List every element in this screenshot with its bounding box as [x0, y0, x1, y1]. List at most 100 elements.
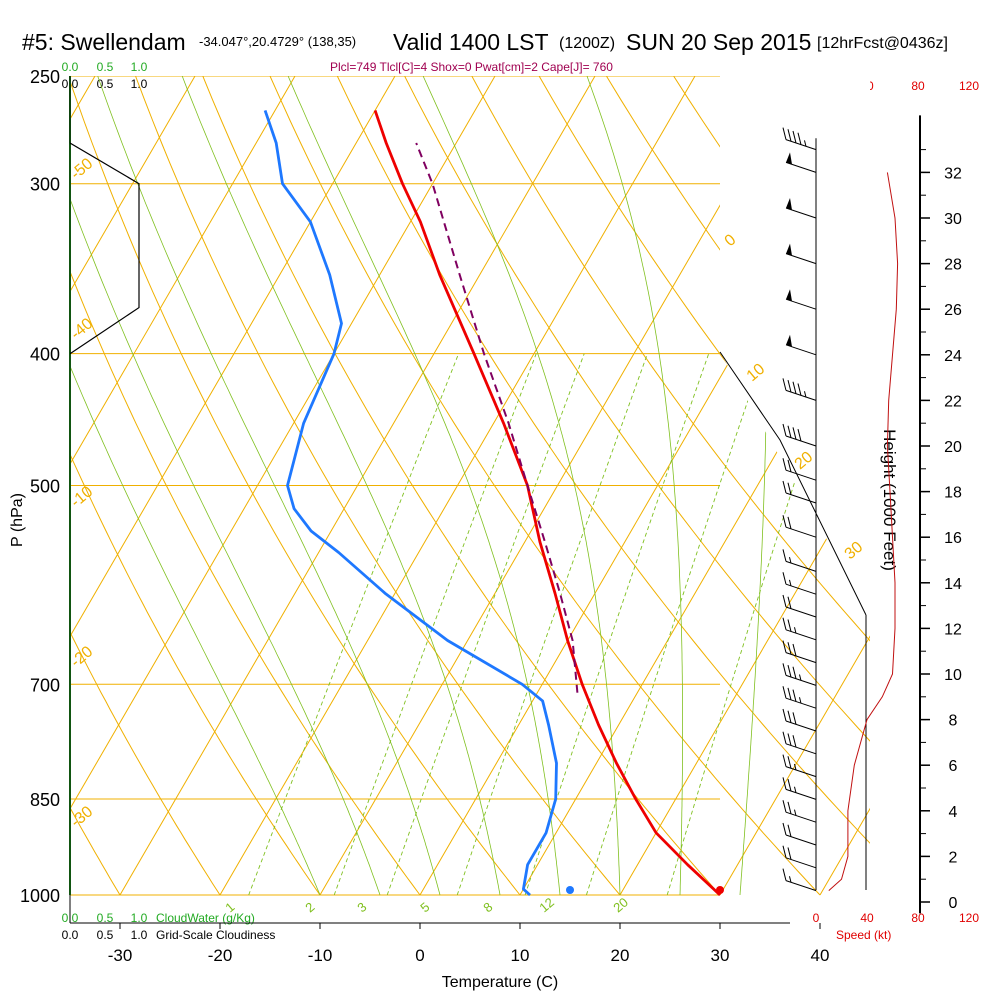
pressure-tick-label: 500 [30, 477, 60, 497]
wind-barb-feather [782, 423, 787, 437]
cloudiness-tick: 0.5 [97, 928, 114, 942]
wind-barb-feather [787, 516, 792, 530]
wind-barb-half-feather [794, 809, 797, 816]
wind-barb-feather [782, 549, 787, 562]
mixing-ratio-label: 2 [302, 899, 317, 915]
wind-barb [785, 152, 817, 173]
mixing-ratio-label: 5 [417, 899, 432, 915]
wind-panel [719, 127, 899, 892]
wind-barb [782, 594, 817, 618]
wind-barb-feather [782, 754, 787, 767]
dry-adiabat [202, 76, 721, 896]
dry-adiabat [70, 79, 521, 896]
wind-barb-pennant [786, 334, 792, 347]
wind-barb-feather [792, 381, 797, 394]
wind-barb-feather [787, 459, 792, 473]
wind-barb-feather [797, 428, 802, 442]
cloudiness-label: Grid-Scale Cloudiness [156, 928, 275, 942]
mixing-ratio-line [585, 353, 765, 896]
wind-barb-feather [782, 845, 787, 858]
wind-barb-feather [787, 824, 792, 837]
wind-barb-half-feather [799, 697, 802, 704]
wind-barb-pennant [786, 152, 792, 165]
cloud-water-tick: 0.0 [62, 60, 79, 74]
cloud-water-tick: 0.5 [97, 911, 114, 925]
cloudiness-tick: 1.0 [131, 77, 148, 91]
wind-barb-half-feather [789, 876, 792, 883]
wind-barb [782, 777, 817, 800]
wind-barb-feather [787, 710, 792, 723]
wind-barb [782, 480, 817, 504]
station-coords: -34.047°,20.4729° (138,35) [199, 34, 356, 49]
cloud-water-tick: 1.0 [131, 911, 148, 925]
wind-barb-feather [787, 379, 792, 393]
isotherm-line [70, 76, 396, 638]
height-tick-label: 14 [944, 576, 962, 593]
wind-barb-feather [787, 733, 792, 746]
isotherm-label: -20 [68, 643, 97, 671]
isotherm-label: -10 [68, 483, 97, 511]
wind-barb [782, 845, 817, 869]
mixing-ratio-line [386, 353, 585, 896]
wind-barb-half-feather [799, 674, 802, 681]
wind-barb [785, 289, 817, 310]
dry-adiabat [471, 76, 870, 642]
cloudiness-tick: 0.0 [62, 928, 79, 942]
cloud-water-label: CloudWater (g/Kg) [156, 911, 255, 925]
surface-temperature-point [716, 886, 724, 894]
sounding-traces [263, 109, 724, 896]
mixing-ratio-line [456, 353, 648, 896]
wind-barb-feather [787, 425, 792, 438]
pressure-tick-label: 400 [30, 345, 60, 365]
wind-barb-feather [792, 666, 797, 679]
wind-barb-feather [787, 778, 792, 792]
dry-adiabat [70, 453, 321, 896]
x-tick-label: 10 [511, 946, 530, 965]
height-tick-label: 22 [944, 393, 962, 410]
cloud-water-scale-bottom: 0.0 0.5 1.0 CloudWater (g/Kg) 0.0 0.5 1.… [62, 911, 276, 942]
x-tick-label: -20 [208, 946, 233, 965]
station-name: #5: Swellendam [22, 29, 186, 55]
wind-barb-feather [792, 427, 797, 440]
wind-barb-feather [782, 708, 787, 722]
pressure-tick-label: 250 [30, 67, 60, 87]
wind-barb-feather [787, 482, 792, 495]
wind-barb-feather [782, 822, 787, 836]
height-tick-label: 30 [944, 211, 962, 228]
speed-tick: 0 [813, 911, 820, 925]
wind-barb-feather [782, 617, 787, 630]
dry-adiabat [404, 76, 870, 742]
wind-barb [785, 334, 817, 356]
speed-tick: 80 [911, 79, 925, 93]
wind-barb-feather [782, 868, 787, 881]
cloudiness-trace [69, 76, 140, 355]
wind-barb-feather [792, 712, 797, 725]
wind-barb-half-feather [789, 556, 792, 564]
wind-barb [782, 378, 817, 401]
valid-time: Valid 1400 LST [393, 29, 549, 55]
wind-barb [782, 127, 817, 151]
wind-barb [782, 423, 817, 447]
isotherm-line [219, 76, 696, 896]
moist-adiabat [586, 76, 683, 896]
wind-barb-feather [782, 378, 787, 391]
isotherm-line [70, 76, 196, 293]
wind-barb-feather [782, 594, 787, 608]
height-tick-label: 0 [949, 895, 958, 912]
cloud-water-scale-top: 0.0 0.5 1.0 0.0 0.5 1.0 [62, 60, 148, 91]
wind-barb-feather [782, 800, 787, 813]
moist-adiabat [97, 76, 441, 896]
dry-adiabat [70, 630, 221, 896]
wind-barb-feather [782, 777, 787, 790]
wind-barb [782, 800, 817, 823]
wind-barb [782, 458, 817, 481]
wind-barb [782, 549, 817, 572]
x-tick-label: 0 [415, 946, 424, 965]
dry-adiabat [70, 806, 121, 896]
wind-barb [782, 731, 817, 755]
dry-adiabat [135, 76, 621, 896]
height-tick-label: 18 [944, 485, 962, 502]
dry-adiabat [538, 76, 870, 543]
